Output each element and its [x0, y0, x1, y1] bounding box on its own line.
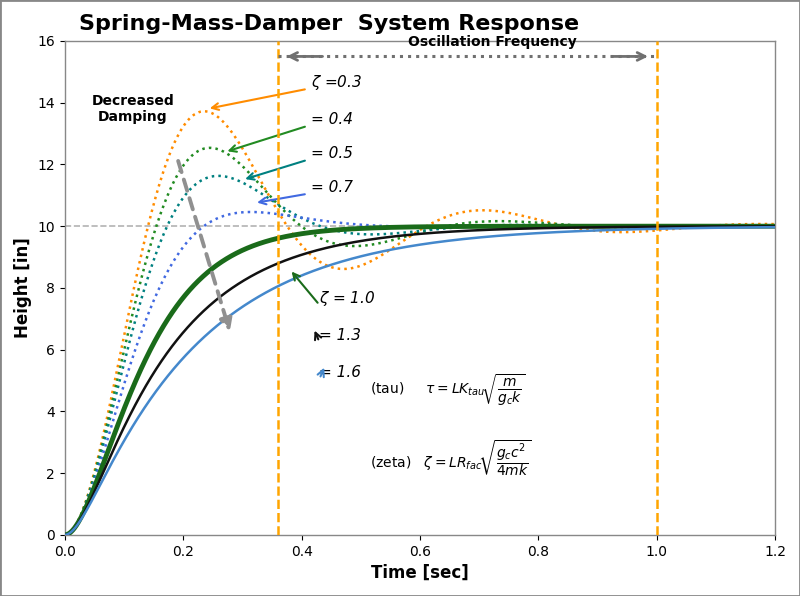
X-axis label: Time [sec]: Time [sec]: [371, 564, 469, 582]
Text: = 1.6: = 1.6: [319, 365, 362, 380]
Text: Oscillation Frequency: Oscillation Frequency: [408, 35, 577, 49]
Text: = 1.3: = 1.3: [319, 328, 362, 343]
Text: $\zeta$ =0.3: $\zeta$ =0.3: [310, 73, 362, 92]
Text: = 0.4: = 0.4: [310, 112, 353, 128]
Text: = 0.5: = 0.5: [310, 146, 353, 162]
Text: $\zeta$ = 1.0: $\zeta$ = 1.0: [319, 289, 376, 308]
Text: Spring-Mass-Damper  System Response: Spring-Mass-Damper System Response: [79, 14, 579, 34]
Text: Decreased
Damping: Decreased Damping: [92, 94, 174, 124]
Text: (zeta)   $\zeta = LR_{fac}\!\sqrt{\dfrac{g_c c^2}{4mk}}$: (zeta) $\zeta = LR_{fac}\!\sqrt{\dfrac{g…: [370, 438, 532, 477]
Text: = 0.7: = 0.7: [310, 180, 353, 195]
Text: (tau)     $\tau = LK_{tau}\!\sqrt{\dfrac{m}{g_c k}}$: (tau) $\tau = LK_{tau}\!\sqrt{\dfrac{m}{…: [370, 372, 525, 408]
Y-axis label: Height [in]: Height [in]: [14, 238, 32, 339]
